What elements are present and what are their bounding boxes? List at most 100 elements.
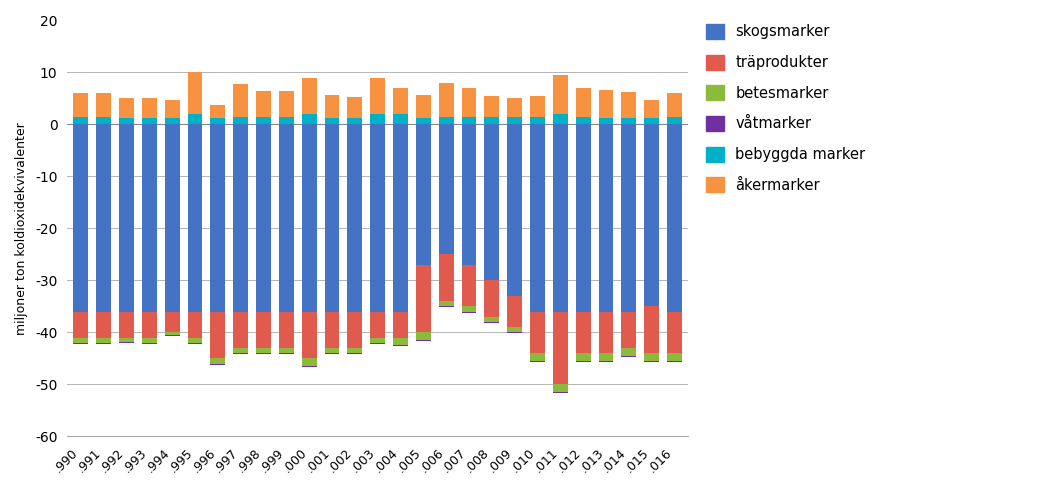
Bar: [73, 124, 88, 312]
Bar: [439, 117, 453, 124]
Bar: [416, 340, 431, 341]
Bar: [73, 312, 88, 338]
Bar: [599, 353, 614, 361]
Bar: [553, 124, 568, 312]
Bar: [508, 332, 523, 333]
Bar: [530, 361, 545, 362]
Bar: [530, 353, 545, 361]
Bar: [621, 124, 636, 312]
Bar: [347, 124, 362, 312]
Bar: [234, 312, 249, 348]
Bar: [645, 100, 660, 118]
Bar: [508, 124, 523, 296]
Bar: [347, 312, 362, 348]
Bar: [393, 312, 408, 338]
Bar: [530, 96, 545, 117]
Bar: [484, 124, 499, 280]
Bar: [393, 338, 408, 345]
Bar: [393, 88, 408, 114]
Bar: [667, 124, 682, 312]
Bar: [508, 98, 523, 117]
Bar: [621, 312, 636, 348]
Bar: [302, 366, 316, 367]
Bar: [530, 312, 545, 353]
Bar: [553, 312, 568, 384]
Bar: [97, 124, 112, 312]
Bar: [210, 312, 225, 358]
Bar: [279, 91, 294, 117]
Bar: [234, 353, 249, 354]
Bar: [667, 353, 682, 361]
Bar: [302, 124, 316, 312]
Bar: [142, 312, 157, 338]
Bar: [484, 117, 499, 124]
Bar: [599, 118, 614, 124]
Bar: [97, 117, 112, 124]
Bar: [142, 338, 157, 343]
Bar: [73, 343, 88, 344]
Bar: [188, 338, 203, 343]
Bar: [462, 265, 477, 306]
Bar: [347, 353, 362, 354]
Bar: [302, 358, 316, 366]
Bar: [576, 312, 590, 353]
Bar: [165, 124, 179, 312]
Bar: [142, 118, 157, 124]
Bar: [73, 93, 88, 117]
Bar: [347, 118, 362, 124]
Bar: [416, 265, 431, 332]
Bar: [73, 338, 88, 343]
Bar: [97, 312, 112, 338]
Bar: [439, 301, 453, 306]
Bar: [188, 114, 203, 124]
Bar: [325, 124, 340, 312]
Bar: [97, 338, 112, 343]
Bar: [645, 306, 660, 353]
Bar: [599, 90, 614, 118]
Bar: [97, 343, 112, 344]
Bar: [256, 117, 271, 124]
Bar: [645, 118, 660, 124]
Bar: [576, 117, 590, 124]
Bar: [142, 124, 157, 312]
Bar: [188, 73, 203, 114]
Bar: [621, 348, 636, 356]
Bar: [667, 312, 682, 353]
Bar: [462, 306, 477, 312]
Bar: [576, 361, 590, 362]
Bar: [576, 88, 590, 117]
Bar: [645, 361, 660, 362]
Bar: [553, 392, 568, 393]
Bar: [553, 114, 568, 124]
Bar: [371, 114, 386, 124]
Bar: [325, 353, 340, 354]
Bar: [165, 100, 179, 118]
Bar: [210, 124, 225, 312]
Bar: [347, 348, 362, 353]
Bar: [621, 92, 636, 118]
Bar: [279, 117, 294, 124]
Bar: [484, 322, 499, 323]
Bar: [393, 124, 408, 312]
Bar: [393, 114, 408, 124]
Bar: [508, 327, 523, 332]
Bar: [325, 118, 340, 124]
Bar: [325, 348, 340, 353]
Bar: [371, 78, 386, 114]
Bar: [325, 95, 340, 118]
Bar: [256, 312, 271, 348]
Bar: [667, 93, 682, 117]
Bar: [142, 343, 157, 344]
Bar: [210, 105, 225, 118]
Bar: [210, 358, 225, 364]
Bar: [234, 124, 249, 312]
Bar: [279, 312, 294, 348]
Bar: [142, 98, 157, 118]
Bar: [210, 118, 225, 124]
Bar: [97, 93, 112, 117]
Bar: [530, 117, 545, 124]
Bar: [462, 312, 477, 313]
Bar: [645, 353, 660, 361]
Bar: [484, 96, 499, 117]
Bar: [371, 338, 386, 343]
